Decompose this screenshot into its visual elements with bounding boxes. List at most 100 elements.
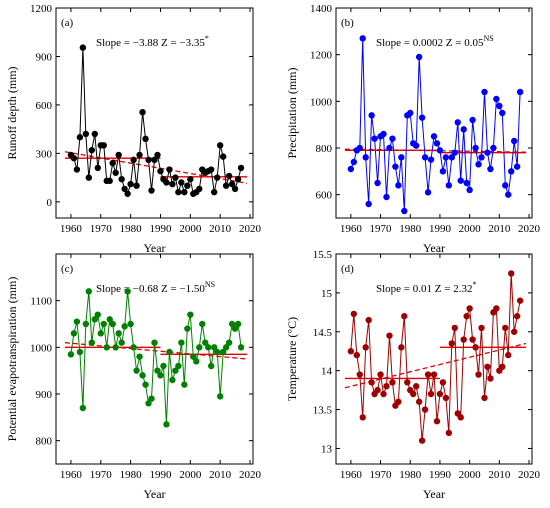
x-axis-title: Year [143, 487, 165, 501]
data-point [112, 344, 119, 351]
data-point [421, 154, 429, 161]
x-axis-title: Year [423, 241, 445, 255]
z-text: Z = 2.32 [435, 283, 473, 295]
data-point [151, 156, 158, 164]
data-point [181, 188, 188, 196]
data-point [166, 166, 173, 173]
data-point [181, 381, 188, 388]
data-point [469, 336, 476, 343]
y-tick-label: 15.5 [313, 249, 333, 261]
data-point [427, 156, 435, 163]
data-point [395, 398, 402, 405]
data-point [433, 418, 441, 425]
data-point [228, 180, 236, 188]
data-point [481, 394, 488, 402]
data-point [136, 151, 143, 159]
data-point [463, 179, 470, 187]
data-point [436, 390, 444, 398]
data-point [118, 176, 125, 183]
data-point [472, 344, 479, 351]
data-point [347, 165, 355, 173]
data-point [154, 151, 161, 159]
data-point [392, 163, 399, 170]
data-point [412, 142, 420, 149]
z-significance: NS [483, 34, 493, 43]
data-point [103, 344, 110, 351]
data-point [148, 395, 155, 402]
data-point [380, 390, 387, 398]
data-point [109, 320, 116, 328]
data-point [448, 340, 456, 347]
x-tick-label: 2020 [518, 469, 541, 481]
data-point [499, 109, 506, 117]
y-axis-title: Potential evapotranspiration (mm) [5, 277, 19, 442]
y-tick-label: 1200 [310, 50, 333, 62]
data-point [157, 167, 164, 175]
data-point [219, 153, 227, 160]
data-point [157, 372, 164, 379]
data-point [475, 371, 482, 378]
data-point [356, 144, 363, 152]
x-tick-label: 1980 [399, 223, 422, 235]
data-point [436, 147, 444, 154]
x-tick-label: 1960 [340, 469, 363, 481]
data-point [368, 112, 375, 119]
y-tick-label: 14 [321, 366, 333, 378]
y-tick-label: 600 [36, 100, 53, 112]
z-significance: NS [205, 280, 215, 289]
data-point [172, 367, 179, 374]
data-point [508, 168, 515, 175]
data-point [124, 288, 131, 295]
data-point [169, 180, 176, 188]
data-point [85, 174, 93, 181]
data-point [395, 182, 402, 189]
data-point [460, 126, 467, 133]
data-point [115, 330, 122, 337]
data-point [510, 328, 518, 335]
data-point [445, 429, 453, 437]
x-tick-label: 2010 [209, 223, 232, 235]
chart-panel-3: 1960 1970 1980 1990 2000 2010 2020 800 900 1000 11… [5, 253, 262, 501]
x-tick-label: 1970 [370, 223, 393, 235]
y-tick-label: 900 [36, 389, 53, 401]
series-line [350, 273, 521, 441]
data-point [133, 367, 140, 374]
data-point [163, 179, 170, 186]
data-point [510, 137, 518, 145]
stats-annotation: Slope = 0.01 Z = 2.32* [376, 280, 476, 295]
data-point [172, 174, 179, 181]
data-point [82, 320, 90, 328]
data-point [136, 353, 143, 360]
x-tick-label: 2020 [518, 223, 541, 235]
data-point [433, 140, 441, 147]
data-point [365, 316, 372, 324]
data-point [210, 188, 218, 196]
data-point [430, 133, 438, 140]
y-axis-title: Runoff depth (mm) [5, 66, 19, 159]
data-point [106, 316, 113, 323]
x-tick-label: 2000 [459, 469, 482, 481]
x-tick-label: 1990 [429, 223, 452, 235]
x-tick-label: 1980 [399, 469, 422, 481]
data-point [139, 372, 146, 379]
series-line [350, 38, 521, 212]
data-point [350, 310, 358, 318]
data-point [67, 351, 75, 358]
data-point [127, 320, 134, 328]
trend-line [344, 148, 527, 153]
data-point [184, 182, 191, 189]
data-point [502, 324, 509, 332]
data-point [94, 164, 101, 172]
data-point [193, 358, 200, 365]
data-point [424, 371, 432, 378]
plot-frame [55, 7, 254, 219]
data-point [91, 130, 99, 138]
stats-annotation: Slope = −0.68 Z = −1.50NS [96, 280, 215, 295]
data-point [166, 348, 173, 356]
data-point [496, 102, 503, 110]
panel-label: (c) [61, 263, 74, 275]
panel-label: (a) [61, 17, 74, 29]
data-point [374, 386, 381, 394]
data-point [160, 362, 167, 370]
